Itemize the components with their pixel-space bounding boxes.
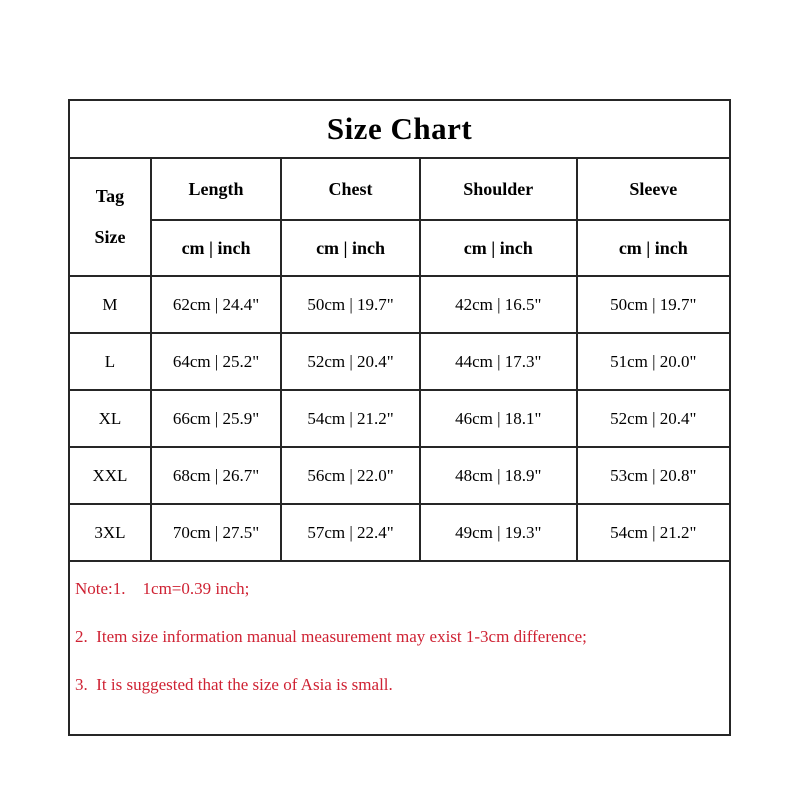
column-header-shoulder: Shoulder bbox=[418, 157, 578, 221]
tag-cell: M bbox=[68, 275, 152, 334]
note-item-1: Note:1. 1cm=0.39 inch; bbox=[75, 579, 250, 598]
title-row: Size Chart bbox=[68, 99, 731, 159]
tag-cell: XL bbox=[68, 389, 152, 448]
measurement-cell-chest: 52cm | 20.4" bbox=[280, 332, 421, 391]
table-row-m: M 62cm | 24.4" 50cm | 19.7" 42cm | 16.5"… bbox=[68, 275, 732, 334]
measurement-cell-sleeve: 54cm | 21.2" bbox=[575, 503, 732, 562]
measurement-cell-length: 66cm | 25.9" bbox=[149, 389, 283, 448]
measurement-cell-sleeve: 51cm | 20.0" bbox=[575, 332, 732, 391]
tag-cell: 3XL bbox=[68, 503, 152, 562]
measurement-cell-chest: 50cm | 19.7" bbox=[280, 275, 421, 334]
table-row-xl: XL 66cm | 25.9" 54cm | 21.2" 46cm | 18.1… bbox=[68, 389, 732, 448]
table-row-3xl: 3XL 70cm | 27.5" 57cm | 22.4" 49cm | 19.… bbox=[68, 503, 732, 562]
measurement-cell-sleeve: 50cm | 19.7" bbox=[575, 275, 732, 334]
notes-row: Note:1. 1cm=0.39 inch; 2. Item size info… bbox=[68, 560, 731, 736]
size-chart-table: Size Chart Tag Size Length Chest Shoulde… bbox=[68, 99, 732, 736]
table-row-xxl: XXL 68cm | 26.7" 56cm | 22.0" 48cm | 18.… bbox=[68, 446, 732, 505]
column-header-length: Length bbox=[149, 157, 283, 221]
tag-cell: L bbox=[68, 332, 152, 391]
header-row: Tag Size Length Chest Shoulder Sleeve bbox=[68, 157, 732, 277]
column-header-sleeve: Sleeve bbox=[575, 157, 732, 221]
measurement-cell-sleeve: 52cm | 20.4" bbox=[575, 389, 732, 448]
measurement-cell-shoulder: 46cm | 18.1" bbox=[418, 389, 578, 448]
measurement-cell-chest: 56cm | 22.0" bbox=[280, 446, 421, 505]
unit-header-shoulder: cm | inch bbox=[418, 219, 578, 277]
notes-section: Note:1. 1cm=0.39 inch; 2. Item size info… bbox=[68, 560, 731, 736]
measurement-cell-length: 68cm | 26.7" bbox=[149, 446, 283, 505]
unit-header-length: cm | inch bbox=[149, 219, 283, 277]
corner-header-line2: Size bbox=[94, 227, 126, 247]
unit-header-row: cm | inch cm | inch cm | inch cm | inch bbox=[69, 219, 732, 277]
measurement-cell-shoulder: 42cm | 16.5" bbox=[418, 275, 578, 334]
measurement-cell-chest: 57cm | 22.4" bbox=[280, 503, 421, 562]
measurement-cell-length: 62cm | 24.4" bbox=[149, 275, 283, 334]
page-title: Size Chart bbox=[68, 99, 731, 159]
measurement-cell-length: 64cm | 25.2" bbox=[149, 332, 283, 391]
note-item-2: 2. Item size information manual measurem… bbox=[75, 627, 587, 646]
unit-header-chest: cm | inch bbox=[280, 219, 421, 277]
measurement-cell-shoulder: 49cm | 19.3" bbox=[418, 503, 578, 562]
measurement-cell-chest: 54cm | 21.2" bbox=[280, 389, 421, 448]
corner-header-tag-size: Tag Size bbox=[68, 157, 152, 277]
unit-header-sleeve: cm | inch bbox=[575, 219, 732, 277]
measurement-cell-shoulder: 48cm | 18.9" bbox=[418, 446, 578, 505]
table-row-l: L 64cm | 25.2" 52cm | 20.4" 44cm | 17.3"… bbox=[68, 332, 732, 391]
column-header-chest: Chest bbox=[280, 157, 421, 221]
measurement-cell-length: 70cm | 27.5" bbox=[149, 503, 283, 562]
note-item-3: 3. It is suggested that the size of Asia… bbox=[75, 675, 393, 694]
corner-header-line1: Tag bbox=[95, 186, 125, 206]
measurement-cell-shoulder: 44cm | 17.3" bbox=[418, 332, 578, 391]
measurement-cell-sleeve: 53cm | 20.8" bbox=[575, 446, 732, 505]
tag-cell: XXL bbox=[68, 446, 152, 505]
